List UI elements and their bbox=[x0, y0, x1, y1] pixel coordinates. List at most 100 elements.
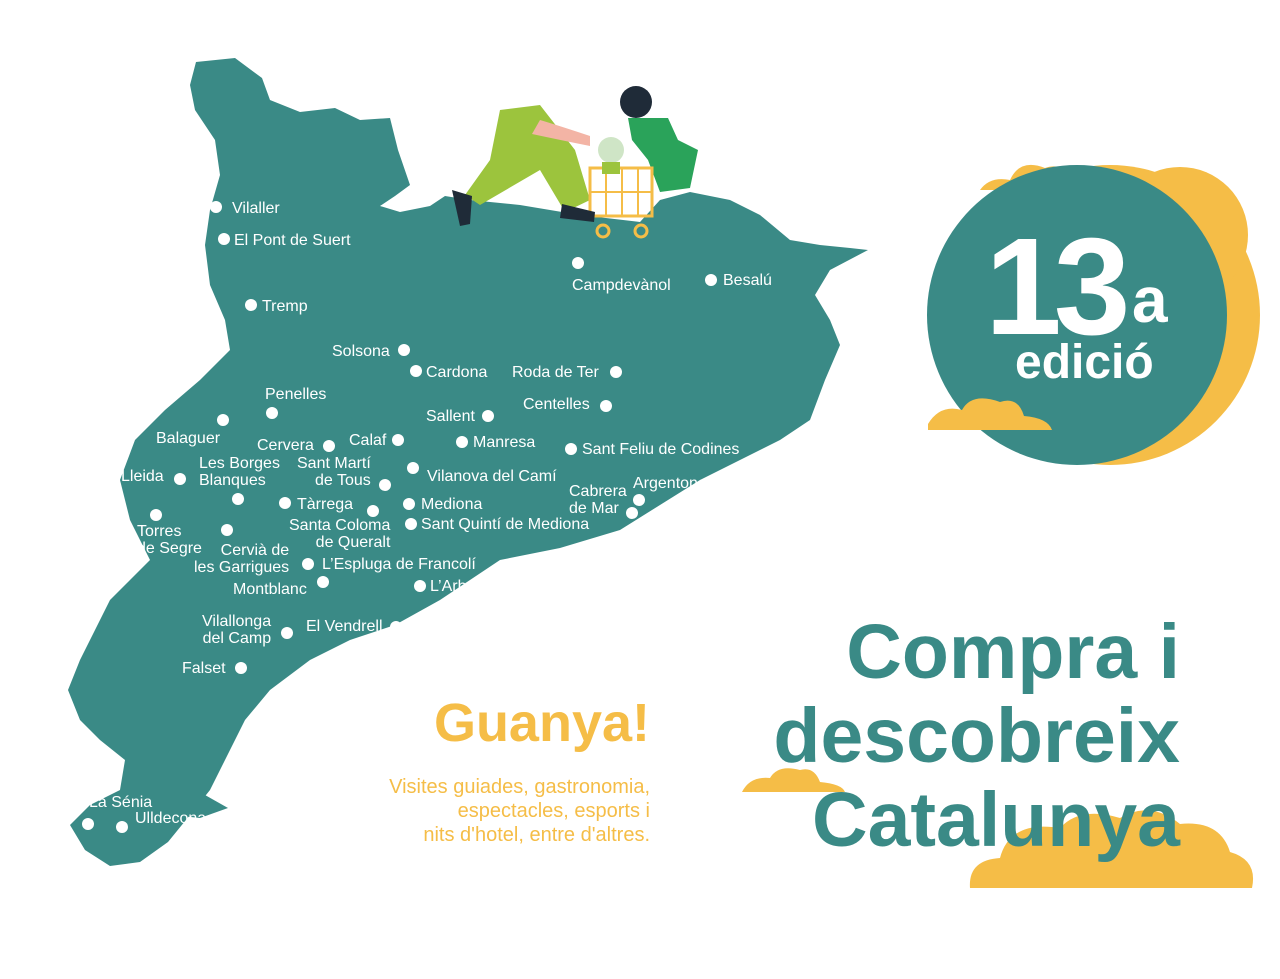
town-label-penelles: Penelles bbox=[265, 386, 327, 403]
town-dot bbox=[245, 299, 257, 311]
edition-suffix: a bbox=[1132, 264, 1168, 336]
edition-word: edició bbox=[1015, 336, 1154, 389]
town-label-cardona: Cardona bbox=[426, 364, 488, 381]
town-label-sant-quinti-de-mediona: Sant Quintí de Mediona bbox=[421, 516, 590, 533]
town-dot bbox=[210, 201, 222, 213]
town-dot bbox=[218, 233, 230, 245]
town-label-balaguer: Balaguer bbox=[156, 430, 221, 447]
town-label-manresa: Manresa bbox=[473, 434, 536, 451]
town-label-line: de Mar bbox=[569, 500, 619, 517]
town-label-el-vendrell: El Vendrell bbox=[306, 618, 383, 635]
headline-line-2: descobreix bbox=[773, 693, 1180, 779]
town-dot bbox=[281, 627, 293, 639]
town-dot bbox=[610, 366, 622, 378]
town-label-lespluga-de-francoli: L’Espluga de Francolí bbox=[322, 556, 476, 573]
prize-line-3: nits d'hotel, entre d'altres. bbox=[423, 824, 650, 846]
town-label-cervia-de-les-garrigues: Cervià de les Garrigues bbox=[194, 542, 289, 576]
town-label-besalu: Besalú bbox=[723, 272, 772, 289]
town-dot bbox=[302, 558, 314, 570]
town-label-line: Torres bbox=[137, 523, 182, 540]
town-label-line: Les Borges bbox=[199, 455, 280, 472]
headline-line-1: Compra i bbox=[846, 609, 1180, 695]
town-label-roda-de-ter: Roda de Ter bbox=[512, 364, 599, 381]
town-dot bbox=[232, 493, 244, 505]
town-label-vilaller: Vilaller bbox=[232, 200, 280, 217]
town-label-vilallonga-del-camp: Vilallonga del Camp bbox=[202, 613, 271, 647]
town-label-la-senia: La Sénia bbox=[89, 794, 153, 811]
town-label-sant-marti-de-tous: Sant Martí de Tous bbox=[297, 455, 371, 489]
town-dot bbox=[403, 498, 415, 510]
town-dot bbox=[235, 662, 247, 674]
town-label-centelles: Centelles bbox=[523, 396, 590, 413]
person-head-icon bbox=[620, 86, 652, 118]
town-dot bbox=[565, 443, 577, 455]
town-label-line: les Garrigues bbox=[194, 559, 290, 576]
town-label-line: de Tous bbox=[315, 472, 371, 489]
town-dot bbox=[405, 518, 417, 530]
town-label-line: Vilallonga bbox=[202, 613, 272, 630]
prize-line-1: Visites guiades, gastronomia, bbox=[389, 776, 650, 798]
shoe-icon bbox=[452, 190, 472, 226]
town-dot bbox=[82, 818, 94, 830]
town-label-line: Cabrera bbox=[569, 483, 627, 500]
town-dot bbox=[407, 462, 419, 474]
town-dot bbox=[323, 440, 335, 452]
town-label-falset: Falset bbox=[182, 660, 226, 677]
badge-circle bbox=[927, 165, 1227, 465]
town-label-les-borges-blanques: Les Borges Blanques bbox=[199, 455, 280, 489]
headline-line-3: Catalunya bbox=[811, 777, 1180, 863]
town-dot bbox=[379, 479, 391, 491]
shopping-cart-illustration bbox=[452, 86, 698, 239]
town-label-torres-de-segre: Torres de Segre bbox=[137, 523, 202, 557]
town-dot bbox=[221, 524, 233, 536]
town-dot bbox=[456, 436, 468, 448]
town-dot bbox=[279, 497, 291, 509]
cloud-bottom-icon bbox=[969, 810, 1254, 888]
town-label-santa-coloma-de-queralt: Santa Coloma de Queralt bbox=[289, 517, 390, 551]
cloud-badge-icon bbox=[928, 398, 1052, 430]
town-label-argentona: Argentona bbox=[633, 475, 707, 492]
prize-description: Visites guiades, gastronomia, espectacle… bbox=[389, 775, 650, 847]
town-label-ulldecona: Ulldecona bbox=[135, 810, 207, 827]
town-label-calaf: Calaf bbox=[349, 432, 387, 449]
town-label-lleida: Lleida bbox=[121, 468, 164, 485]
town-label-line: de Queralt bbox=[315, 534, 391, 551]
prize-title: Guanya! bbox=[433, 693, 650, 753]
town-dot bbox=[414, 580, 426, 592]
town-dot bbox=[116, 821, 128, 833]
town-dot bbox=[317, 576, 329, 588]
town-label-vilanova-del-cami: Vilanova del Camí bbox=[427, 468, 557, 485]
town-dot bbox=[572, 257, 584, 269]
cart-wheel-icon bbox=[633, 223, 649, 239]
person-one-arm-icon bbox=[532, 120, 590, 146]
catalonia-map bbox=[68, 58, 868, 866]
person-two-body-icon bbox=[628, 118, 698, 192]
prize-line-2: espectacles, esports i bbox=[457, 800, 650, 822]
town-label-line: Blanques bbox=[199, 472, 266, 489]
town-label-tarrega: Tàrrega bbox=[297, 496, 354, 513]
town-dot bbox=[174, 473, 186, 485]
town-dot bbox=[626, 507, 638, 519]
town-dot bbox=[600, 400, 612, 412]
town-label-mediona: Mediona bbox=[421, 496, 483, 513]
shoe-icon bbox=[560, 204, 595, 222]
town-dot bbox=[392, 434, 404, 446]
town-dot bbox=[633, 494, 645, 506]
town-label-line: del Camp bbox=[202, 630, 272, 647]
town-dot bbox=[482, 410, 494, 422]
town-label-line: Santa Coloma bbox=[289, 517, 391, 534]
town-label-campdevanol: Campdevànol bbox=[572, 277, 671, 294]
town-dot bbox=[398, 344, 410, 356]
town-label-sant-feliu-de-codines: Sant Feliu de Codines bbox=[582, 441, 740, 458]
town-label-line: Cervià de bbox=[220, 542, 290, 559]
plant-icon bbox=[598, 137, 624, 163]
person-legs-icon bbox=[465, 105, 590, 212]
town-label-el-pont-de-suert: El Pont de Suert bbox=[234, 232, 351, 249]
town-dot bbox=[367, 505, 379, 517]
town-label-tremp: Tremp bbox=[262, 298, 308, 315]
town-label-montblanc: Montblanc bbox=[233, 581, 307, 598]
town-dot bbox=[390, 621, 402, 633]
town-dot bbox=[705, 274, 717, 286]
